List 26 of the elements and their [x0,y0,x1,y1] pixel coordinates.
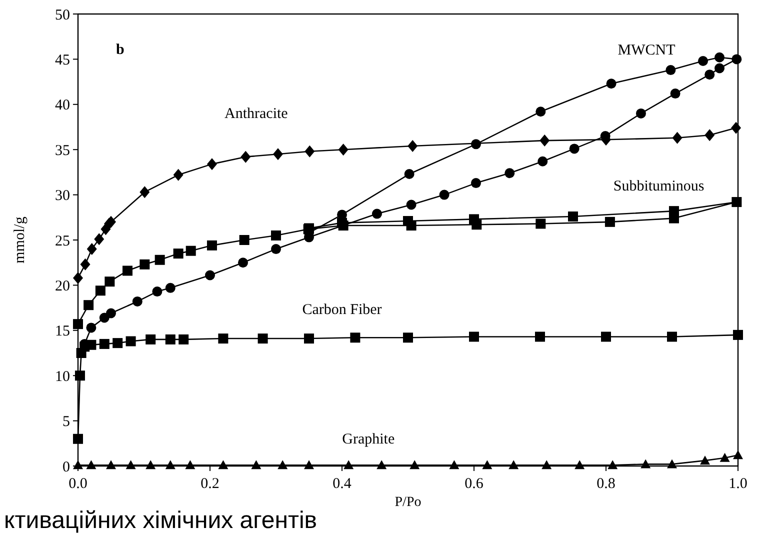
y-tick-label: 40 [55,98,70,114]
y-tick-label: 45 [55,52,70,68]
x-tick-label: 0.4 [332,476,352,492]
y-tick-label: 0 [62,459,70,476]
y-tick-label: 50 [55,7,70,24]
x-tick-label: 0.8 [596,476,616,492]
annotation: b [116,42,124,58]
y-axis-title: mmol/g [12,216,28,264]
series-label: Anthracite [224,106,288,122]
series-label: Graphite [342,431,395,448]
x-axis-title: P/Po [394,495,422,510]
series-label: MWCNT [618,42,676,59]
y-tick-label: 35 [55,142,70,159]
y-tick-label: 30 [55,188,70,204]
x-tick-label: 1.0 [728,476,748,492]
text: ктиваційних хімічних агентів [4,507,318,534]
y-tick-label: 10 [55,368,70,385]
x-tick-label: 0.6 [464,476,484,492]
y-tick-label: 15 [55,324,70,340]
y-tick-label: 5 [62,414,70,430]
series-label: Subbituminous [613,178,704,194]
y-tick-label: 20 [55,278,70,294]
series-label: Carbon Fiber [302,302,382,318]
y-tick-label: 25 [55,233,70,250]
x-tick-label: 0.2 [200,476,220,492]
x-tick-label: 0.0 [68,476,88,492]
